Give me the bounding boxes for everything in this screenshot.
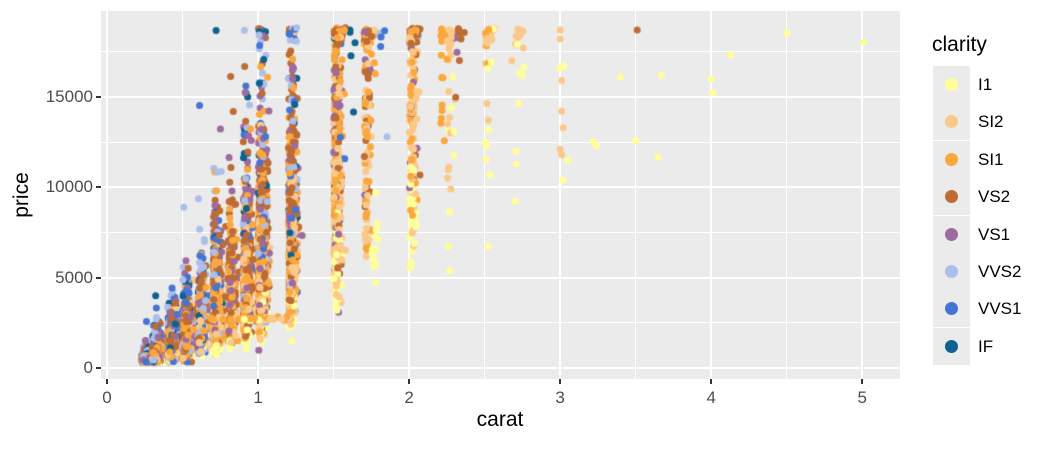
legend-swatch-dot — [945, 339, 958, 353]
legend-swatch-dot — [945, 302, 958, 316]
legend-key — [933, 253, 970, 290]
y-tick-mark — [96, 95, 101, 98]
x-tick-label: 3 — [555, 388, 565, 407]
legend-entry-label: VVS2 — [978, 262, 1022, 281]
y-tick-label: 10000 — [45, 177, 93, 197]
y-axis-title: price — [10, 172, 33, 218]
legend-swatch-dot — [945, 265, 958, 278]
legend-entry-label: VS2 — [978, 187, 1011, 207]
scatter-points-canvas — [101, 11, 900, 379]
y-tick-mark — [96, 276, 101, 279]
legend-entry-label: SI1 — [978, 149, 1004, 169]
x-tick-mark — [257, 379, 260, 384]
x-tick-label: 2 — [404, 388, 414, 407]
legend-key — [933, 178, 970, 216]
legend-key — [933, 215, 970, 253]
legend: clarity I1 SI2 SI1 VS2 VS1 VVS2 VVS1 IF — [925, 0, 1050, 450]
legend-swatch-dot — [945, 227, 958, 241]
y-tick-mark — [96, 367, 101, 370]
legend-entry-label: VVS1 — [978, 299, 1022, 319]
legend-swatch-dot — [945, 190, 958, 204]
legend-key — [933, 327, 970, 365]
legend-swatch-dot — [945, 152, 958, 166]
legend-swatch-dot — [945, 115, 958, 129]
legend-key — [933, 140, 970, 178]
x-tick-mark — [861, 379, 864, 384]
x-tick-label: 5 — [857, 388, 867, 407]
x-tick-mark — [106, 379, 109, 384]
legend-entry-label: I1 — [978, 75, 993, 94]
x-tick-label: 4 — [706, 388, 716, 407]
y-tick-label: 15000 — [45, 86, 93, 106]
legend-swatch-dot — [945, 78, 958, 91]
legend-entry-label: IF — [978, 336, 994, 356]
x-axis-title: carat — [476, 408, 524, 431]
y-tick-mark — [96, 186, 101, 189]
x-tick-mark — [710, 379, 713, 384]
legend-title: clarity — [932, 33, 987, 56]
x-tick-mark — [408, 379, 411, 384]
x-tick-label: 1 — [253, 388, 263, 407]
legend-key — [933, 103, 970, 141]
legend-entry-label: VS1 — [978, 224, 1011, 244]
y-tick-label: 0 — [83, 358, 93, 378]
y-tick-label: 5000 — [55, 267, 93, 287]
x-tick-mark — [559, 379, 562, 384]
x-tick-label: 0 — [102, 388, 112, 407]
legend-key — [933, 290, 970, 328]
legend-entry-label: SI2 — [978, 112, 1004, 132]
legend-key — [933, 66, 970, 103]
